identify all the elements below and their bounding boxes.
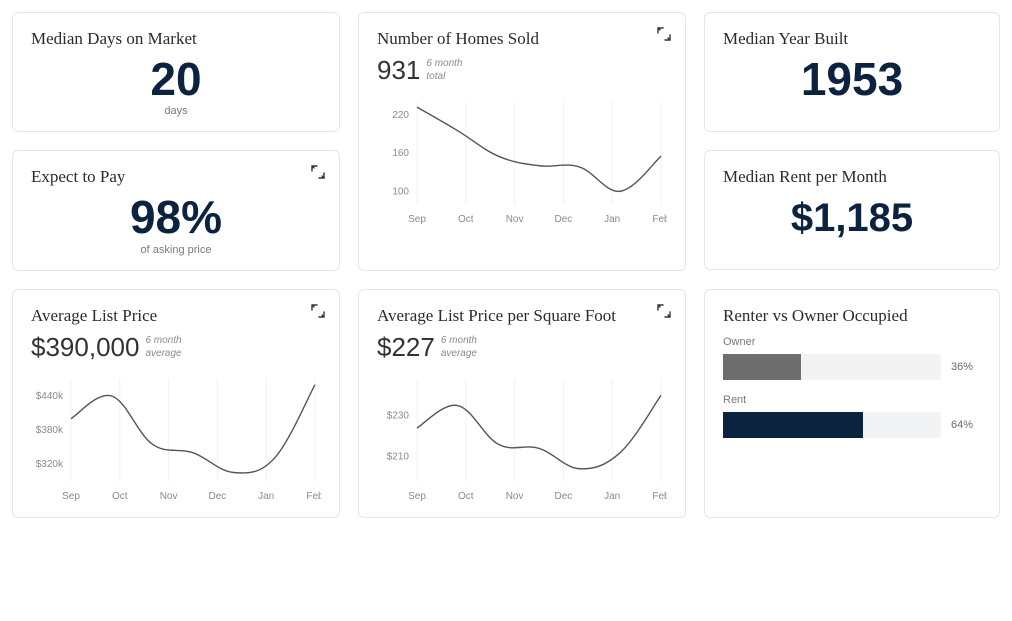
avg-list-price-metric: $390,000 6 month average — [31, 332, 321, 363]
homes-sold-chart: 100 160 220 Sep Oct Nov Dec Jan Feb — [377, 96, 667, 226]
bar-owner: Owner 36% — [723, 336, 981, 380]
svg-text:Dec: Dec — [555, 214, 573, 225]
svg-text:Oct: Oct — [112, 491, 128, 502]
svg-text:$380k: $380k — [36, 425, 64, 436]
svg-text:Nov: Nov — [506, 214, 524, 225]
homes-sold-value: 931 — [377, 55, 420, 86]
svg-text:Oct: Oct — [458, 491, 474, 502]
metric-side: 6 month total — [426, 57, 462, 86]
avg-list-price-value: $390,000 — [31, 332, 139, 363]
homes-sold-metric: 931 6 month total — [377, 55, 667, 86]
bar-track — [723, 412, 941, 438]
side-bottom: total — [426, 70, 462, 83]
renter-owner-bars: Owner 36% Rent 64% — [723, 336, 981, 438]
side-bottom: average — [145, 347, 181, 360]
bar-rent: Rent 64% — [723, 394, 981, 438]
expand-icon[interactable] — [311, 165, 325, 179]
svg-text:$440k: $440k — [36, 391, 64, 402]
card-title: Renter vs Owner Occupied — [723, 306, 981, 326]
expand-icon[interactable] — [311, 304, 325, 318]
card-median-year: Median Year Built 1953 — [704, 12, 1000, 132]
svg-text:Feb: Feb — [306, 491, 321, 502]
card-homes-sold: Number of Homes Sold 931 6 month total 1… — [358, 12, 686, 271]
bar-row: 64% — [723, 412, 981, 438]
median-year-value: 1953 — [723, 55, 981, 103]
expand-icon[interactable] — [657, 304, 671, 318]
svg-text:160: 160 — [392, 148, 409, 159]
side-top: 6 month — [145, 334, 181, 347]
median-days-value: 20 — [31, 55, 321, 103]
card-title: Median Year Built — [723, 29, 981, 49]
svg-text:Dec: Dec — [555, 491, 573, 502]
svg-text:Jan: Jan — [258, 491, 274, 502]
avg-price-sqft-metric: $227 6 month average — [377, 332, 667, 363]
svg-text:Dec: Dec — [209, 491, 227, 502]
svg-text:Oct: Oct — [458, 214, 474, 225]
svg-text:Jan: Jan — [604, 491, 620, 502]
side-top: 6 month — [441, 334, 477, 347]
svg-text:Nov: Nov — [160, 491, 178, 502]
dashboard-grid: Median Days on Market 20 days Expect to … — [12, 12, 1000, 536]
svg-text:Sep: Sep — [408, 214, 426, 225]
metric-side: 6 month average — [145, 334, 181, 363]
expect-to-pay-value: 98% — [31, 193, 321, 241]
side-top: 6 month — [426, 57, 462, 70]
bar-fill — [723, 412, 863, 438]
median-days-unit: days — [31, 105, 321, 117]
bar-label: Rent — [723, 394, 981, 406]
bar-fill — [723, 354, 801, 380]
card-title: Median Rent per Month — [723, 167, 981, 187]
bar-row: 36% — [723, 354, 981, 380]
svg-text:Sep: Sep — [62, 491, 80, 502]
metric-side: 6 month average — [441, 334, 477, 363]
avg-price-sqft-chart: $210 $230 Sep Oct Nov Dec Jan Feb — [377, 373, 667, 503]
card-expect-to-pay: Expect to Pay 98% of asking price — [12, 150, 340, 270]
bar-pct: 64% — [951, 419, 981, 431]
expand-icon[interactable] — [657, 27, 671, 41]
card-title: Average List Price — [31, 306, 321, 326]
svg-text:$320k: $320k — [36, 459, 64, 470]
svg-text:$230: $230 — [387, 410, 410, 421]
svg-text:100: 100 — [392, 186, 409, 197]
side-bottom: average — [441, 347, 477, 360]
expect-to-pay-sub: of asking price — [31, 244, 321, 256]
bar-label: Owner — [723, 336, 981, 348]
col1-stack: Median Days on Market 20 days Expect to … — [12, 12, 340, 271]
col3-stack: Median Year Built 1953 Median Rent per M… — [704, 12, 1000, 271]
card-title: Number of Homes Sold — [377, 29, 667, 49]
card-avg-price-sqft: Average List Price per Square Foot $227 … — [358, 289, 686, 518]
card-avg-list-price: Average List Price $390,000 6 month aver… — [12, 289, 340, 518]
svg-text:Feb: Feb — [652, 214, 667, 225]
card-median-days: Median Days on Market 20 days — [12, 12, 340, 132]
svg-text:220: 220 — [392, 110, 409, 121]
bar-pct: 36% — [951, 361, 981, 373]
avg-price-sqft-value: $227 — [377, 332, 435, 363]
card-title: Average List Price per Square Foot — [377, 306, 667, 326]
card-title: Expect to Pay — [31, 167, 321, 187]
svg-text:Feb: Feb — [652, 491, 667, 502]
svg-text:Jan: Jan — [604, 214, 620, 225]
avg-list-price-chart: $320k $380k $440k Sep Oct Nov Dec Jan Feb — [31, 373, 321, 503]
svg-text:$210: $210 — [387, 451, 410, 462]
card-title: Median Days on Market — [31, 29, 321, 49]
bar-track — [723, 354, 941, 380]
svg-text:Sep: Sep — [408, 491, 426, 502]
svg-text:Nov: Nov — [506, 491, 524, 502]
card-median-rent: Median Rent per Month $1,185 — [704, 150, 1000, 270]
median-rent-value: $1,185 — [723, 197, 981, 239]
card-renter-owner: Renter vs Owner Occupied Owner 36% Rent … — [704, 289, 1000, 518]
